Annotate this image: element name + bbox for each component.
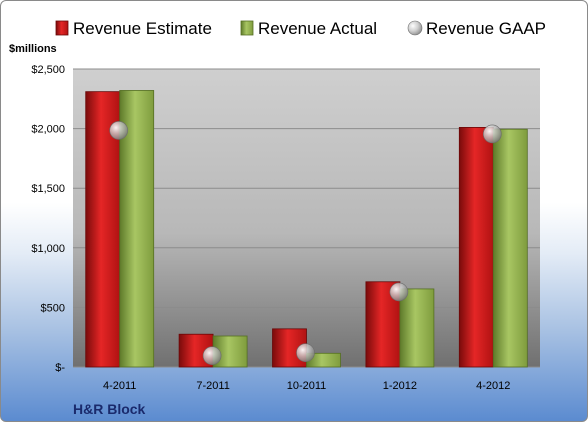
x-tick-label: 4-2011 bbox=[103, 380, 136, 392]
legend-swatch bbox=[407, 20, 423, 36]
bar-revenue-actual bbox=[399, 288, 435, 368]
gaap-marker bbox=[482, 124, 502, 144]
legend-label: Revenue Estimate bbox=[73, 19, 212, 38]
legend-label: Revenue GAAP bbox=[426, 19, 546, 38]
legend-label: Revenue Actual bbox=[258, 19, 377, 38]
y-tick-label: $500 bbox=[41, 302, 65, 314]
gaap-marker bbox=[296, 343, 315, 362]
x-tick-label: 10-2011 bbox=[287, 380, 327, 392]
x-tick-label: 1-2012 bbox=[383, 380, 417, 392]
legend-swatch bbox=[240, 20, 254, 36]
gaap-markers-group bbox=[109, 121, 502, 365]
y-tick-label: $- bbox=[55, 362, 65, 374]
bar-revenue-actual bbox=[492, 128, 528, 368]
x-tick-label: 7-2011 bbox=[196, 380, 229, 392]
y-tick-label: $2,000 bbox=[31, 124, 65, 136]
y-axis-unit-label: $millions bbox=[9, 43, 57, 55]
y-tick-label: $2,500 bbox=[31, 64, 65, 76]
x-tick-label: 4-2012 bbox=[476, 380, 510, 392]
gaap-marker bbox=[202, 346, 222, 365]
y-axis-tick-labels: $- $500 $1,000 $1,500 $2,000 $2,500 bbox=[31, 64, 65, 374]
legend-swatch bbox=[55, 20, 69, 36]
y-tick-label: $1,500 bbox=[31, 183, 65, 195]
company-name: H&R Block bbox=[73, 401, 146, 417]
x-axis-tick-labels: 4-2011 7-2011 10-2011 1-2012 4-2012 bbox=[103, 380, 510, 392]
chart-legend: Revenue Estimate Revenue Actual Revenue GA… bbox=[55, 19, 546, 38]
bar-revenue-estimate bbox=[458, 127, 494, 368]
gaap-marker bbox=[389, 282, 409, 302]
gaap-marker bbox=[109, 121, 128, 140]
y-tick-label: $1,000 bbox=[31, 243, 65, 255]
